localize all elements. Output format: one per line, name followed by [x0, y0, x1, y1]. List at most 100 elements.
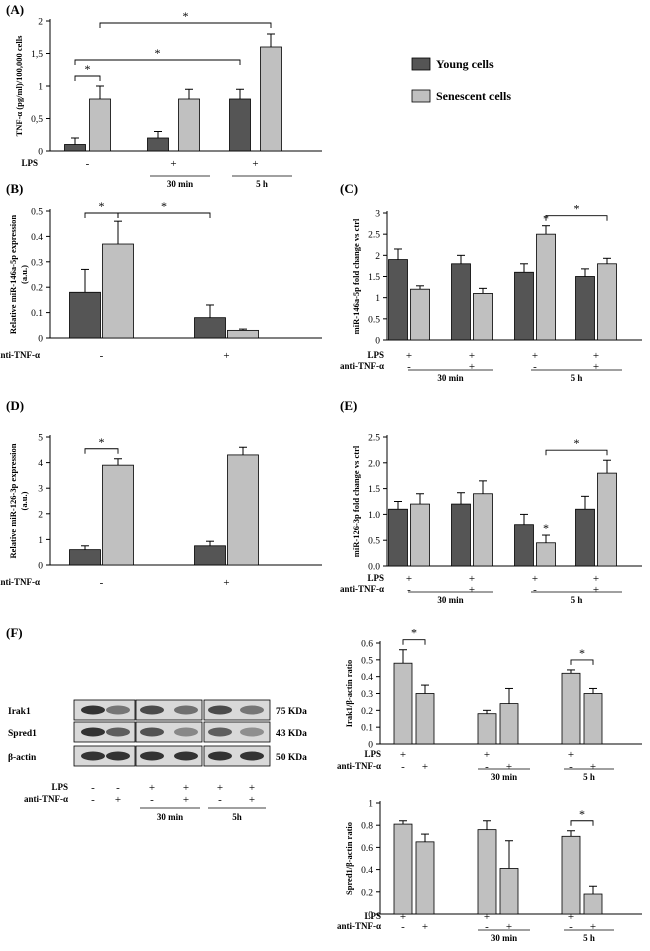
significance-star: *: [543, 521, 549, 535]
bar: [227, 329, 259, 339]
blot-strip: [135, 745, 203, 767]
legend-label-young: Young cells: [436, 57, 494, 71]
bar: [64, 144, 86, 152]
significance-bracket: [99, 22, 272, 28]
y-tick-label: 1.5: [368, 485, 380, 495]
blot-strip: [203, 745, 271, 767]
bar: [499, 703, 519, 745]
bar: [514, 271, 534, 341]
significance-star: *: [161, 199, 167, 213]
y-tick-label: 0.0: [368, 563, 380, 573]
panel-label-A: (A): [6, 2, 24, 17]
bar: [194, 317, 226, 339]
y-tick-label: 0: [38, 335, 43, 345]
condition-symbol: -: [533, 584, 537, 596]
bar: [575, 508, 595, 567]
condition-row-label: anti-TNF-α: [340, 584, 384, 594]
y-axis-label: miR-146a-5p fold change vs ctrl: [351, 218, 361, 334]
condition-symbol: +: [593, 584, 599, 596]
condition-symbol: +: [532, 573, 538, 585]
significance-bracket: [570, 820, 594, 826]
blot-band: [140, 705, 164, 715]
bar: [260, 46, 282, 152]
condition-symbol: -: [100, 350, 104, 362]
condition-symbol: +: [400, 911, 406, 923]
significance-star: *: [579, 646, 585, 660]
condition-symbol: +: [406, 573, 412, 585]
bar: [477, 713, 497, 745]
y-axis-label-unit: (a.u.): [19, 491, 29, 510]
condition-symbol: +: [469, 350, 475, 362]
condition-row-label: anti-TNF-α: [337, 921, 381, 931]
western-blot: (F) Irak1 75 KDa Spred1 43 KDa β-actin 50 KDa…: [6, 625, 307, 822]
chart-D: (D) 0 1 2 3 4 5 Relative miR-126-3p expression(…: [0, 398, 322, 589]
blot-anti-tnf-symbol: -: [218, 794, 222, 806]
y-tick-label: 0.5: [31, 208, 43, 218]
significance-star: *: [574, 436, 580, 450]
condition-symbol: +: [422, 761, 428, 773]
y-tick-label: 0.4: [31, 233, 43, 243]
bar: [388, 259, 408, 341]
significance-star: *: [99, 199, 105, 213]
y-tick-label: 0: [375, 337, 380, 347]
condition-row-label: anti-TNF-α: [340, 361, 384, 371]
y-tick-label: 4: [38, 459, 43, 469]
blot-band: [174, 751, 198, 761]
y-tick-label: 1: [38, 83, 43, 93]
y-tick-label: 3: [375, 210, 380, 220]
condition-symbol: +: [532, 350, 538, 362]
molecular-weight-label: 43 KDa: [276, 729, 307, 739]
y-axis-label-unit: (a.u.): [19, 265, 29, 284]
bar: [415, 693, 435, 745]
bar: [229, 98, 251, 152]
blot-lps-row-label: LPS: [51, 782, 68, 792]
y-tick-label: 1: [375, 294, 380, 304]
y-axis-label: Relative miR-146a-5p expression: [8, 215, 18, 335]
significance-bracket: [74, 59, 241, 65]
blot-band: [81, 751, 105, 761]
condition-symbol: +: [469, 361, 475, 373]
condition-symbol: -: [485, 761, 489, 773]
group-label: 5 h: [571, 373, 583, 383]
blot-lps-symbol: -: [91, 782, 95, 794]
condition-symbol: +: [593, 361, 599, 373]
condition-symbol: +: [568, 911, 574, 923]
blot-band: [106, 751, 130, 761]
bar: [415, 841, 435, 915]
y-tick-label: 0.2: [31, 284, 43, 294]
blot-lps-symbol: -: [116, 782, 120, 794]
condition-symbol: -: [401, 921, 405, 933]
blot-band: [240, 727, 264, 737]
chart-A: (A) 0 0,5 1 1,5 2 TNF-α (pg/ml)/100,000 cells *…: [6, 2, 322, 189]
blot-lps-symbol: +: [217, 782, 223, 794]
condition-symbol: -: [401, 761, 405, 773]
condition-symbol: +: [223, 577, 229, 589]
molecular-weight-label: 75 KDa: [276, 707, 307, 717]
bar: [477, 829, 497, 915]
significance-star: *: [574, 202, 580, 216]
blot-band: [140, 727, 164, 737]
y-tick-label: 0.4: [361, 673, 373, 683]
condition-row-label: LPS: [364, 749, 381, 759]
condition-row-label: anti-TNF-α: [337, 761, 381, 771]
condition-symbol: +: [484, 749, 490, 761]
blot-row-label: Spred1: [8, 729, 37, 739]
bar: [514, 524, 534, 567]
blot-lps-symbol: +: [149, 782, 155, 794]
y-tick-label: 0: [368, 741, 373, 751]
bar: [561, 672, 581, 745]
y-tick-label: 1: [368, 800, 373, 810]
blot-strip: [135, 699, 203, 721]
condition-row-label: LPS: [364, 911, 381, 921]
group-label: 30 min: [491, 933, 517, 943]
blot-band: [106, 705, 130, 715]
bar: [69, 291, 101, 339]
y-tick-label: 1: [38, 536, 43, 546]
y-tick-label: 2: [38, 18, 43, 28]
y-tick-label: 0.6: [361, 844, 373, 854]
significance-star: *: [183, 9, 189, 23]
y-tick-label: 0.2: [361, 707, 373, 717]
y-tick-label: 0.4: [361, 866, 373, 876]
condition-symbol: +: [406, 350, 412, 362]
bar: [178, 98, 200, 152]
